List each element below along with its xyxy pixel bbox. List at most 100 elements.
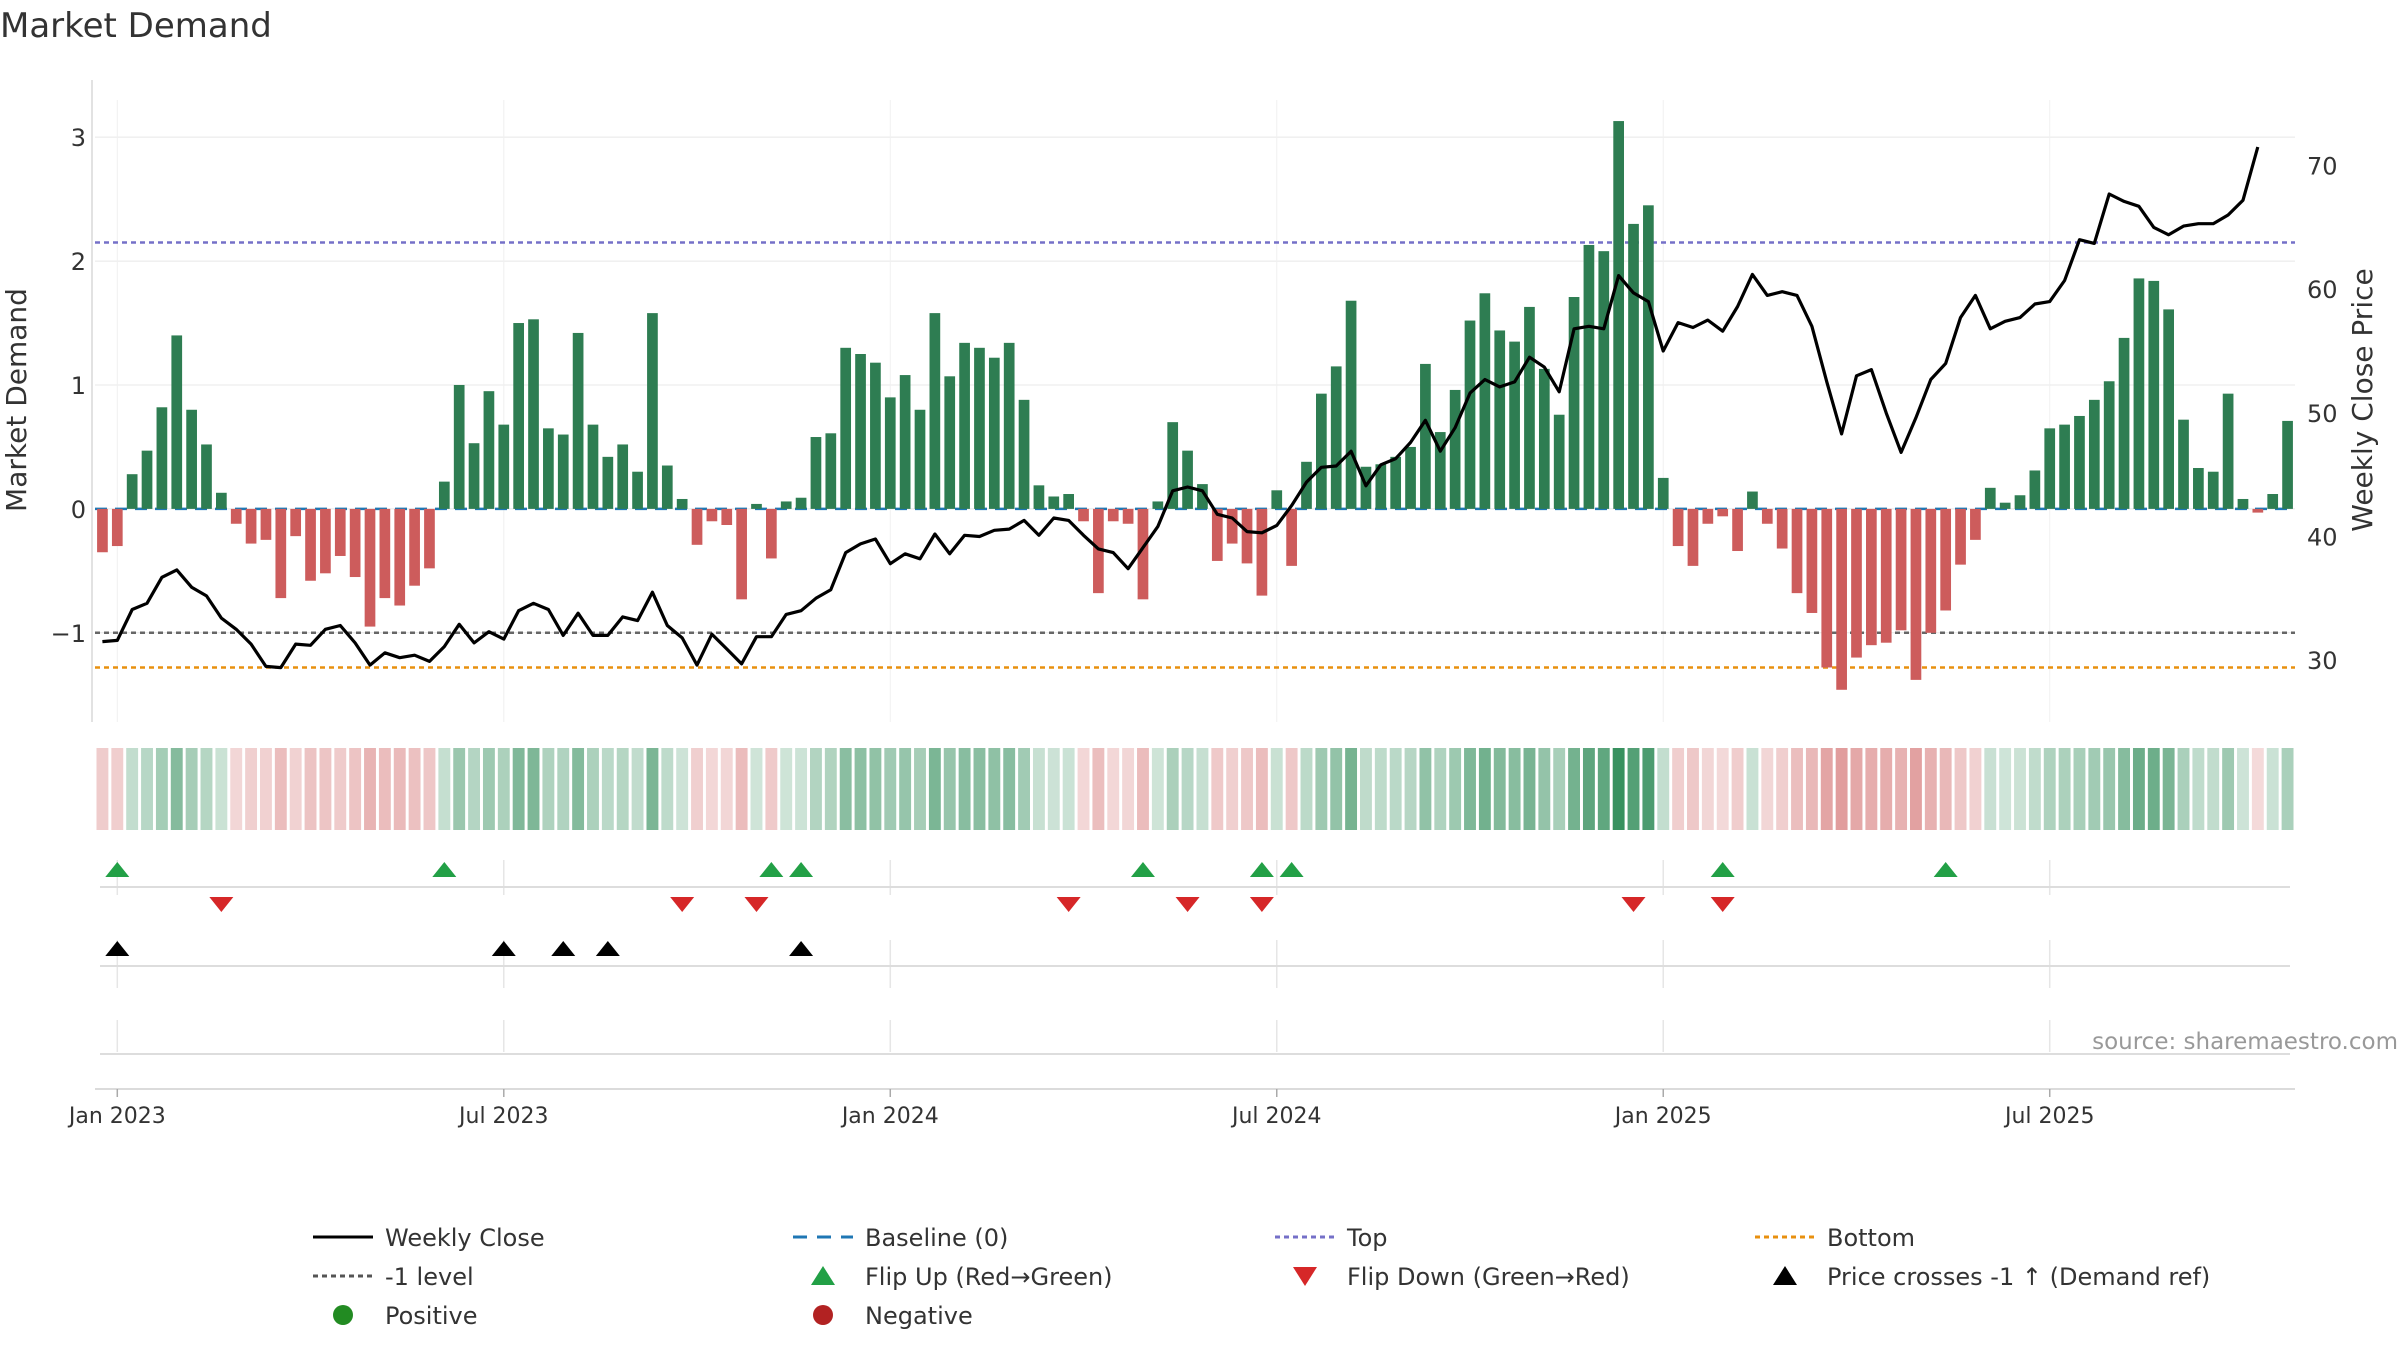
heat-cell [691, 748, 703, 830]
demand-bar [2193, 467, 2204, 509]
demand-bar [1732, 508, 1743, 552]
flip-up-marker [105, 862, 130, 877]
heat-cell [1984, 748, 1997, 830]
demand-bar [1866, 508, 1877, 646]
x-tick-label: Jul 2024 [1230, 1104, 1322, 1129]
legend-label: Top [1346, 1224, 1388, 1252]
heat-cell [274, 748, 287, 830]
heat-cell [1627, 748, 1640, 830]
heat-cell [1360, 748, 1372, 830]
heat-cell [1910, 748, 1922, 830]
demand-bar [245, 508, 257, 544]
heat-cell [408, 748, 421, 830]
demand-bar [2074, 415, 2085, 509]
demand-bar [1316, 393, 1327, 509]
legend-item: Baseline (0) [793, 1224, 1008, 1252]
legend-label: Positive [385, 1302, 478, 1330]
demand-bar [453, 384, 465, 509]
demand-bar [1256, 508, 1268, 596]
demand-bar [1167, 422, 1179, 509]
heat-cell [631, 748, 644, 830]
heat-cell [141, 748, 153, 830]
heat-cell [1404, 748, 1417, 830]
demand-bar [1211, 508, 1223, 561]
demand-bar [899, 375, 911, 509]
demand-bar [1494, 330, 1506, 509]
heat-cell [1211, 748, 1224, 830]
heat-cell [1018, 748, 1030, 830]
demand-bar [1598, 251, 1610, 509]
demand-bar [1122, 508, 1134, 524]
demand-bar [676, 498, 688, 509]
heat-cell [1315, 748, 1328, 830]
heat-cell [824, 748, 837, 830]
heat-cell [601, 748, 614, 830]
demand-bar [1479, 293, 1491, 509]
heat-cell [958, 748, 971, 830]
heat-cell [497, 748, 510, 830]
heat-cell [364, 748, 376, 830]
heat-cell [2222, 748, 2235, 830]
heat-cell [2147, 748, 2160, 830]
demand-bar [1761, 508, 1773, 524]
demand-bar [1955, 508, 1966, 565]
legend-item: Bottom [1755, 1224, 1915, 1252]
heat-cell [1508, 748, 1521, 830]
legend-swatch [333, 1305, 353, 1325]
demand-bar [1182, 450, 1193, 509]
heat-cell [884, 748, 897, 830]
demand-bar [1048, 496, 1060, 509]
demand-bar [2103, 381, 2115, 509]
demand-bar [1672, 508, 1684, 547]
heat-cell [1687, 748, 1699, 830]
demand-bar [751, 503, 762, 509]
demand-bar [780, 501, 792, 509]
demand-bar [914, 409, 926, 509]
heat-cell [1181, 748, 1194, 830]
flip-up-marker [789, 862, 814, 877]
heat-cell [1612, 748, 1625, 830]
legend-item: Price crosses -1 ↑ (Demand ref) [1773, 1263, 2210, 1291]
heat-cell [780, 748, 793, 830]
axes: −1 0 1 2 3 30 40 50 60 70 [51, 80, 2338, 722]
heat-cell [661, 748, 674, 830]
heat-cell [2043, 748, 2056, 830]
demand-bar [1687, 508, 1699, 566]
demand-bar [528, 319, 539, 509]
heat-cell [1345, 748, 1358, 830]
demand-bar [141, 450, 153, 509]
demand-bar [1553, 414, 1565, 509]
demand-bar [587, 424, 599, 509]
heat-cell [215, 748, 228, 830]
x-tick-label: Jul 2025 [2003, 1104, 2095, 1129]
heat-cell [170, 748, 183, 830]
heat-cell [1538, 748, 1551, 830]
demand-bar [216, 492, 227, 509]
heat-cell [1761, 748, 1774, 830]
heat-cell [111, 748, 124, 830]
x-axis: Jan 2023 Jul 2023 Jan 2024 Jul 2024 Jan 2025… [67, 1088, 2295, 1129]
demand-bar [1063, 494, 1074, 509]
demand-bar [1895, 508, 1907, 631]
demand-bar [1643, 205, 1654, 509]
demand-bar [1449, 389, 1461, 509]
y2-tick-label: 70 [2307, 153, 2338, 181]
flip-down-marker [1710, 897, 1735, 912]
demand-bar [424, 508, 435, 569]
demand-bar [2088, 399, 2100, 509]
heat-cell [1672, 748, 1685, 830]
heat-cell [1805, 748, 1818, 830]
demand-bar [275, 508, 287, 599]
heat-cell [1107, 748, 1120, 830]
heat-cell [1657, 748, 1670, 830]
heat-cell [854, 748, 867, 830]
demand-bar [230, 508, 242, 524]
heat-cell [928, 748, 941, 830]
heat-cell [1597, 748, 1610, 830]
demand-bar [1003, 342, 1015, 509]
y-tick-label: 3 [71, 124, 86, 152]
heat-cell [230, 748, 243, 830]
heat-cell [289, 748, 302, 830]
heat-cell [1077, 748, 1090, 830]
heat-cell [1032, 748, 1045, 830]
